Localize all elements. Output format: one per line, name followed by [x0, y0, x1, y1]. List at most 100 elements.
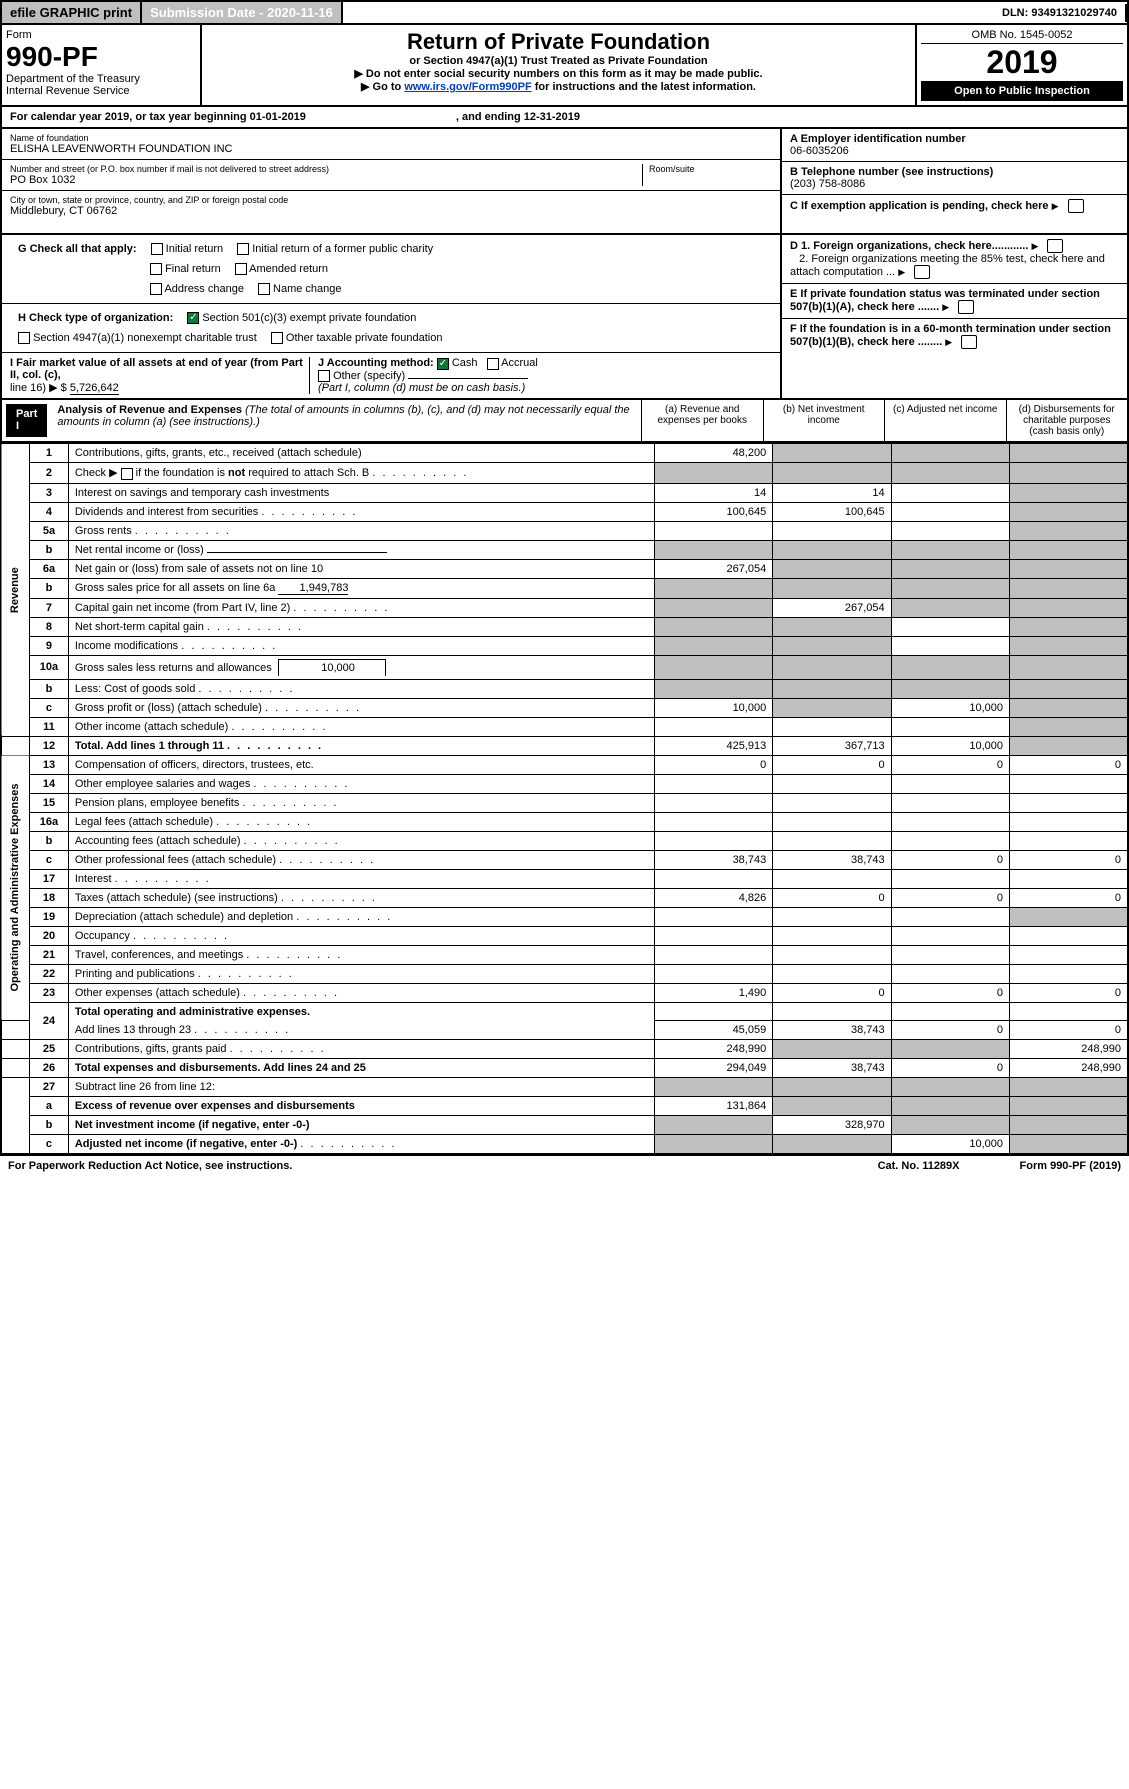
col-b-header: (b) Net investment income	[764, 400, 886, 441]
table-row: cAdjusted net income (if negative, enter…	[1, 1135, 1128, 1155]
table-row: 16aLegal fees (attach schedule)	[1, 812, 1128, 831]
table-row: Add lines 13 through 23 45,05938,74300	[1, 1021, 1128, 1040]
open-to-public: Open to Public Inspection	[921, 81, 1123, 101]
chk-85pct[interactable]	[914, 265, 930, 279]
chk-other-method[interactable]	[318, 370, 330, 382]
table-row: 15Pension plans, employee benefits	[1, 793, 1128, 812]
table-row: 2 Check ▶ if the foundation is not requi…	[1, 463, 1128, 483]
table-row: 8Net short-term capital gain	[1, 617, 1128, 636]
form-title: Return of Private Foundation	[206, 29, 911, 55]
cat-number: Cat. No. 11289X	[878, 1160, 960, 1172]
paperwork-notice: For Paperwork Reduction Act Notice, see …	[8, 1160, 292, 1172]
irs-link[interactable]: www.irs.gov/Form990PF	[404, 81, 531, 93]
phone: (203) 758-8086	[790, 178, 1119, 190]
fmv-value: 5,726,642	[70, 382, 119, 395]
table-row: 20Occupancy	[1, 926, 1128, 945]
chk-accrual[interactable]	[487, 358, 499, 370]
foundation-info: Name of foundation ELISHA LEAVENWORTH FO…	[0, 129, 1129, 235]
table-row: bAccounting fees (attach schedule)	[1, 831, 1128, 850]
revenue-side-label: Revenue	[1, 444, 30, 736]
table-row: bNet investment income (if negative, ent…	[1, 1116, 1128, 1135]
table-row: 24Total operating and administrative exp…	[1, 1002, 1128, 1021]
chk-address-change[interactable]	[150, 283, 162, 295]
table-row: Operating and Administrative Expenses 13…	[1, 755, 1128, 774]
chk-initial-former[interactable]	[237, 243, 249, 255]
chk-other-taxable[interactable]	[271, 332, 283, 344]
part1-table: Revenue 1 Contributions, gifts, grants, …	[0, 443, 1129, 1155]
table-row: 26Total expenses and disbursements. Add …	[1, 1059, 1128, 1078]
table-row: 27Subtract line 26 from line 12:	[1, 1078, 1128, 1097]
chk-terminated[interactable]	[958, 300, 974, 314]
chk-final-return[interactable]	[150, 263, 162, 275]
table-row: 7Capital gain net income (from Part IV, …	[1, 598, 1128, 617]
dept-treasury: Department of the Treasury	[6, 73, 196, 85]
form-subtitle: or Section 4947(a)(1) Trust Treated as P…	[206, 55, 911, 67]
chk-501c3[interactable]	[187, 312, 199, 324]
table-row: 14Other employee salaries and wages	[1, 774, 1128, 793]
j-label: J Accounting method:	[318, 357, 434, 369]
h-label: H Check type of organization:	[18, 312, 173, 324]
table-row: Revenue 1 Contributions, gifts, grants, …	[1, 444, 1128, 463]
table-row: 4Dividends and interest from securities …	[1, 502, 1128, 521]
address: PO Box 1032	[10, 174, 642, 186]
form-ref: Form 990-PF (2019)	[1020, 1160, 1121, 1172]
d2-label: 2. Foreign organizations meeting the 85%…	[790, 253, 1119, 279]
submission-date: Submission Date - 2020-11-16	[142, 2, 343, 23]
table-row: bGross sales price for all assets on lin…	[1, 578, 1128, 598]
table-row: 9Income modifications	[1, 636, 1128, 655]
form-header: Form 990-PF Department of the Treasury I…	[0, 25, 1129, 107]
d1-label: D 1. Foreign organizations, check here..…	[790, 239, 1119, 253]
chk-4947a1[interactable]	[18, 332, 30, 344]
city-label: City or town, state or province, country…	[10, 195, 772, 205]
col-c-header: (c) Adjusted net income	[885, 400, 1007, 441]
chk-cash[interactable]	[437, 358, 449, 370]
col-d-header: (d) Disbursements for charitable purpose…	[1007, 400, 1128, 441]
table-row: bNet rental income or (loss)	[1, 540, 1128, 559]
chk-foreign-org[interactable]	[1047, 239, 1063, 253]
form-label: Form	[6, 29, 196, 41]
exemption-checkbox[interactable]	[1068, 199, 1084, 213]
g-label: G Check all that apply:	[18, 243, 137, 255]
exemption-label: C If exemption application is pending, c…	[790, 200, 1049, 212]
table-row: 6aNet gain or (loss) from sale of assets…	[1, 559, 1128, 578]
table-row: 10aGross sales less returns and allowanc…	[1, 655, 1128, 679]
city-state-zip: Middlebury, CT 06762	[10, 205, 772, 217]
part1-badge: Part I	[6, 404, 47, 437]
chk-sch-b[interactable]	[121, 468, 133, 480]
ein: 06-6035206	[790, 145, 1119, 157]
top-bar: efile GRAPHIC print Submission Date - 20…	[0, 0, 1129, 25]
phone-label: B Telephone number (see instructions)	[790, 166, 1119, 178]
name-label: Name of foundation	[10, 133, 772, 143]
table-row: 3Interest on savings and temporary cash …	[1, 483, 1128, 502]
chk-amended-return[interactable]	[235, 263, 247, 275]
table-row: cOther professional fees (attach schedul…	[1, 850, 1128, 869]
chk-name-change[interactable]	[258, 283, 270, 295]
part1-header-row: Part I Analysis of Revenue and Expenses …	[0, 400, 1129, 443]
room-label: Room/suite	[649, 164, 772, 174]
table-row: bLess: Cost of goods sold	[1, 679, 1128, 698]
chk-initial-return[interactable]	[151, 243, 163, 255]
table-row: 18Taxes (attach schedule) (see instructi…	[1, 888, 1128, 907]
note-link: ▶ Go to www.irs.gov/Form990PF for instru…	[206, 80, 911, 93]
table-row: 22Printing and publications	[1, 964, 1128, 983]
page-footer: For Paperwork Reduction Act Notice, see …	[0, 1155, 1129, 1176]
table-row: 25Contributions, gifts, grants paid 248,…	[1, 1040, 1128, 1059]
calendar-year-row: For calendar year 2019, or tax year begi…	[0, 107, 1129, 129]
i-label: I Fair market value of all assets at end…	[10, 357, 303, 381]
table-row: aExcess of revenue over expenses and dis…	[1, 1097, 1128, 1116]
foundation-name: ELISHA LEAVENWORTH FOUNDATION INC	[10, 143, 772, 155]
efile-print-button[interactable]: efile GRAPHIC print	[2, 2, 142, 23]
table-row: 21Travel, conferences, and meetings	[1, 945, 1128, 964]
table-row: 19Depreciation (attach schedule) and dep…	[1, 907, 1128, 926]
table-row: 5aGross rents	[1, 521, 1128, 540]
table-row: cGross profit or (loss) (attach schedule…	[1, 698, 1128, 717]
note-ssn: ▶ Do not enter social security numbers o…	[206, 67, 911, 80]
form-number: 990-PF	[6, 41, 196, 73]
chk-60month[interactable]	[961, 335, 977, 349]
address-label: Number and street (or P.O. box number if…	[10, 164, 642, 174]
omb-number: OMB No. 1545-0052	[921, 29, 1123, 44]
table-row: 17Interest	[1, 869, 1128, 888]
table-row: 23Other expenses (attach schedule) 1,490…	[1, 983, 1128, 1002]
col-a-header: (a) Revenue and expenses per books	[642, 400, 764, 441]
table-row: 11Other income (attach schedule)	[1, 717, 1128, 736]
